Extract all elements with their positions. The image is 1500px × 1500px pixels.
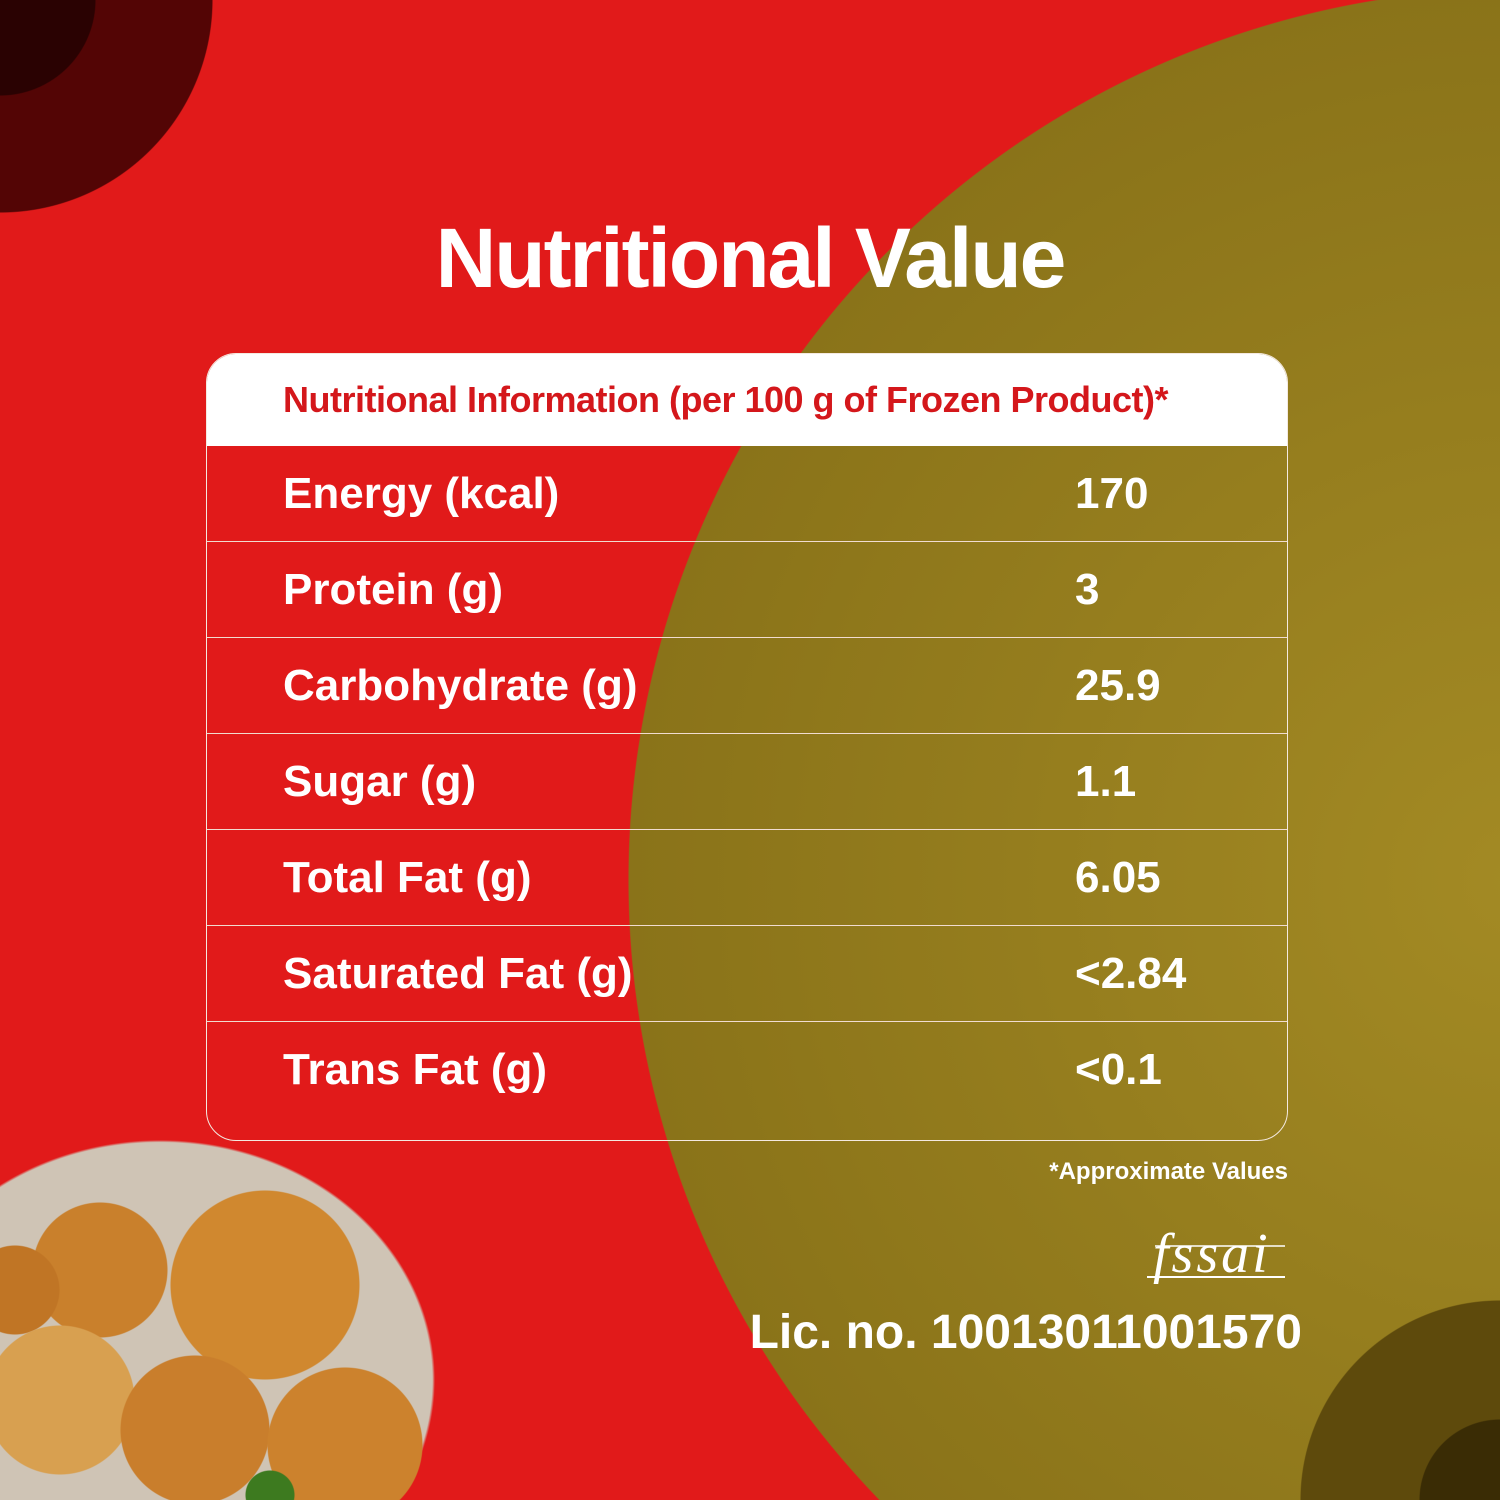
nutrition-table: Nutritional Information (per 100 g of Fr… [206,353,1288,1141]
table-row: Sugar (g) 1.1 [207,733,1287,829]
table-row: Saturated Fat (g) <2.84 [207,925,1287,1021]
nutrient-value: <2.84 [1075,948,1187,998]
nutrient-value: 3 [1075,564,1100,614]
nutrient-label: Energy (kcal) [283,468,560,518]
nutrient-value: <0.1 [1075,1044,1162,1094]
svg-text:fssai: fssai [1153,1223,1271,1284]
table-body: Energy (kcal) 170 Protein (g) 3 Carbohydrate… [207,446,1287,1117]
footnote: *Approximate Values [1049,1158,1288,1185]
license-number: Lic. no. 10013011001570 [749,1306,1302,1359]
nutrient-label: Carbohydrate (g) [283,660,638,710]
table-header: Nutritional Information (per 100 g of Fr… [207,354,1287,446]
page-title: Nutritional Value [435,211,1067,305]
nutrient-label: Protein (g) [283,564,503,614]
fssai-logo: fssai [1147,1223,1285,1284]
nutrient-label: Saturated Fat (g) [283,948,633,998]
nutrient-label: Sugar (g) [283,756,477,806]
table-row: Protein (g) 3 [207,541,1287,637]
table-row: Energy (kcal) 170 [207,446,1287,541]
nutrient-value: 25.9 [1075,660,1161,710]
nutrient-label: Total Fat (g) [283,852,532,902]
nutrient-label: Trans Fat (g) [283,1044,548,1094]
table-row: Total Fat (g) 6.05 [207,829,1287,925]
table-row: Trans Fat (g) <0.1 [207,1021,1287,1117]
table-row: Carbohydrate (g) 25.9 [207,637,1287,733]
nutrient-value: 6.05 [1075,852,1161,902]
nutrient-value: 1.1 [1075,756,1137,806]
nutrient-value: 170 [1075,468,1149,518]
